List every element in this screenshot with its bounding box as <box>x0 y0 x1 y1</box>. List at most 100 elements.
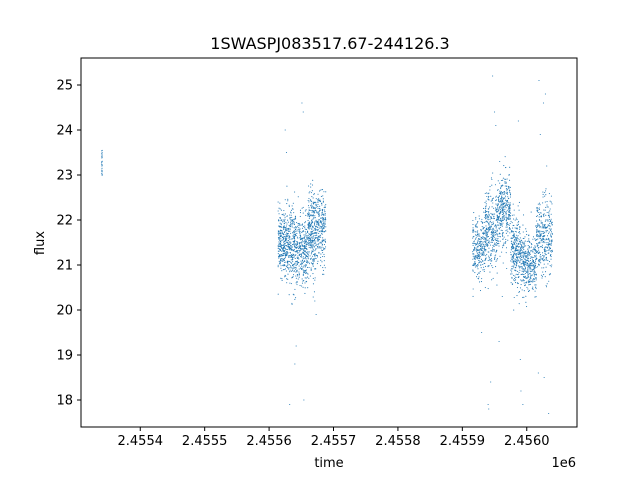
data-point <box>485 205 487 208</box>
data-point <box>283 213 285 215</box>
data-point <box>495 211 498 213</box>
data-point <box>544 231 546 233</box>
data-point <box>320 265 322 267</box>
data-point <box>477 277 479 280</box>
data-point <box>534 245 536 247</box>
data-point <box>541 227 543 229</box>
data-point <box>287 244 289 246</box>
data-point <box>491 222 493 224</box>
data-point <box>484 247 486 249</box>
data-point <box>482 259 484 262</box>
data-point <box>484 230 486 232</box>
data-point <box>497 243 499 245</box>
data-point <box>518 256 520 258</box>
data-point <box>299 284 301 287</box>
data-point <box>288 235 290 237</box>
data-point <box>304 246 306 248</box>
data-point <box>538 219 541 221</box>
data-point <box>529 276 531 278</box>
data-point <box>551 203 553 205</box>
data-point <box>524 255 526 258</box>
data-point <box>287 232 289 235</box>
data-point <box>281 239 283 241</box>
x-tick-label: 2.4557 <box>311 434 357 449</box>
data-point <box>512 259 514 261</box>
data-point <box>475 235 477 237</box>
data-point <box>484 239 486 241</box>
data-point <box>521 256 523 258</box>
data-point <box>289 269 291 271</box>
data-point <box>546 226 548 228</box>
data-point <box>524 270 526 272</box>
data-point <box>480 238 482 240</box>
data-point <box>314 279 316 281</box>
data-point <box>513 214 515 216</box>
data-point <box>323 249 325 251</box>
data-point <box>511 265 513 267</box>
data-point <box>488 212 490 214</box>
data-point <box>301 224 303 226</box>
data-point <box>533 256 535 259</box>
data-point <box>309 247 311 249</box>
data-point <box>504 181 506 183</box>
data-point <box>484 259 486 261</box>
data-point <box>294 233 297 235</box>
data-point <box>527 253 529 255</box>
data-point <box>310 240 312 242</box>
data-point <box>535 266 537 268</box>
data-point <box>504 197 506 199</box>
x-tick-label: 2.4560 <box>504 434 550 449</box>
data-point <box>532 270 534 272</box>
data-point <box>310 226 312 228</box>
data-point <box>324 238 326 240</box>
data-point <box>474 243 476 245</box>
data-point <box>298 276 300 278</box>
data-point <box>539 202 541 204</box>
data-point <box>478 248 480 250</box>
data-point <box>510 212 512 214</box>
data-point <box>472 253 474 255</box>
data-point <box>520 284 522 286</box>
data-point <box>323 244 325 246</box>
data-point <box>529 247 531 249</box>
data-point <box>299 237 301 239</box>
data-point <box>494 258 496 260</box>
data-point <box>506 226 508 228</box>
data-point <box>475 276 478 278</box>
data-point <box>294 263 296 265</box>
data-point <box>513 262 515 265</box>
data-point <box>321 220 323 222</box>
data-point <box>518 231 520 234</box>
data-point <box>477 244 479 246</box>
data-point <box>508 228 510 230</box>
data-point <box>496 259 498 261</box>
data-point <box>313 210 315 212</box>
data-point <box>516 282 518 284</box>
data-point <box>312 264 314 266</box>
data-point <box>519 250 521 252</box>
data-point <box>492 277 494 279</box>
data-point <box>541 241 543 243</box>
data-point <box>288 264 290 266</box>
data-point <box>313 223 316 225</box>
data-point <box>516 265 518 267</box>
data-point <box>543 213 545 215</box>
data-point <box>472 295 474 297</box>
data-point <box>503 212 505 214</box>
data-point <box>315 203 317 206</box>
data-point <box>309 191 311 193</box>
data-point <box>286 185 288 187</box>
data-point <box>303 238 305 240</box>
data-point <box>296 273 299 276</box>
data-point <box>532 262 534 264</box>
data-point <box>531 279 534 281</box>
data-point <box>550 220 552 222</box>
data-point <box>318 224 320 226</box>
data-point <box>485 207 487 209</box>
data-point <box>316 221 318 223</box>
data-point <box>512 265 514 267</box>
data-point <box>289 217 291 219</box>
data-point <box>310 262 312 264</box>
data-point <box>522 403 524 406</box>
data-point <box>525 301 527 303</box>
